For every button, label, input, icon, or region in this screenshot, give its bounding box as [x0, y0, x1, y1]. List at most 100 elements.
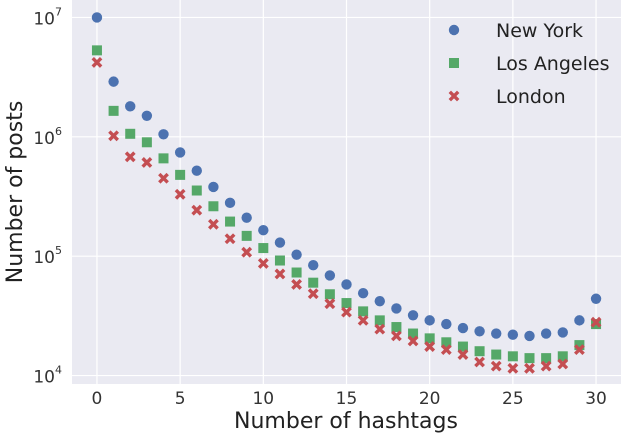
data-point — [108, 105, 119, 116]
data-point — [557, 327, 568, 338]
data-point — [374, 295, 385, 307]
data-point — [540, 328, 552, 339]
x-tick-label: 15 — [336, 389, 358, 409]
data-point — [590, 293, 602, 304]
data-point — [557, 351, 568, 362]
data-point — [274, 237, 286, 248]
legend-item: New York — [448, 20, 583, 42]
legend-marker — [448, 24, 460, 36]
data-point — [191, 185, 202, 196]
data-point — [574, 315, 585, 326]
data-points — [91, 12, 602, 374]
data-point — [291, 249, 302, 260]
data-point — [91, 12, 103, 23]
x-tick-label: 30 — [585, 389, 607, 409]
data-point — [357, 314, 369, 326]
data-point — [108, 76, 119, 87]
x-tick-label: 25 — [502, 389, 524, 409]
data-point — [291, 279, 302, 290]
data-point — [141, 157, 153, 168]
y-tick-label: 105 — [33, 244, 62, 268]
data-point — [91, 57, 103, 68]
legend-label: London — [496, 86, 566, 108]
data-point — [274, 268, 286, 280]
data-point — [257, 258, 269, 269]
data-point — [440, 344, 452, 356]
data-point — [457, 341, 468, 352]
series-london — [91, 57, 602, 374]
data-point — [274, 255, 285, 266]
data-point — [324, 270, 336, 281]
data-point — [307, 288, 319, 300]
y-tick-label: 104 — [33, 364, 62, 388]
data-point — [291, 267, 302, 278]
x-tick-label: 10 — [252, 389, 274, 409]
data-point — [208, 218, 219, 230]
legend: New York Los Angeles London — [448, 20, 609, 108]
x-tick-label: 0 — [92, 389, 103, 409]
data-point — [324, 289, 335, 300]
data-point — [225, 216, 236, 227]
data-point — [491, 328, 502, 339]
data-point — [125, 128, 136, 139]
data-point — [391, 330, 402, 342]
data-point — [457, 322, 469, 334]
data-point — [441, 337, 452, 348]
data-point — [224, 197, 236, 209]
series-new-york — [91, 12, 602, 342]
data-point — [191, 204, 203, 216]
legend-label: Los Angeles — [496, 53, 609, 75]
data-point — [241, 212, 252, 223]
data-point — [357, 287, 369, 299]
data-point — [457, 349, 469, 360]
x-tick-labels: 0 5 10 15 20 25 30 — [92, 389, 607, 409]
data-point — [174, 147, 186, 158]
data-point — [474, 356, 485, 368]
data-point — [374, 315, 385, 326]
legend-label: New York — [496, 20, 583, 42]
data-point — [507, 329, 519, 340]
data-point — [507, 362, 519, 374]
data-point — [208, 201, 219, 212]
x-tick-label: 5 — [175, 389, 186, 409]
data-point — [141, 110, 153, 121]
y-axis-label: Number of posts — [3, 101, 28, 284]
data-point — [341, 306, 352, 318]
x-tick-label: 20 — [419, 389, 441, 409]
data-point — [474, 326, 485, 337]
data-point — [491, 349, 502, 360]
series-los-angeles — [91, 45, 602, 364]
data-point — [391, 303, 402, 314]
data-point — [191, 165, 202, 176]
data-point — [424, 341, 436, 352]
data-point — [374, 323, 386, 335]
data-point — [524, 362, 535, 374]
data-point — [524, 330, 535, 342]
data-point — [541, 353, 552, 364]
data-point — [407, 310, 419, 321]
data-point — [341, 279, 352, 290]
data-point — [574, 344, 585, 356]
data-point — [391, 322, 402, 333]
data-point — [125, 101, 136, 112]
data-point — [424, 333, 435, 344]
data-point — [324, 298, 336, 310]
data-point — [258, 225, 269, 236]
data-point — [424, 315, 435, 326]
data-point — [474, 346, 485, 357]
data-point — [507, 351, 518, 362]
data-point — [441, 318, 452, 330]
legend-marker — [449, 58, 459, 68]
data-point — [91, 45, 102, 56]
data-point — [308, 277, 319, 288]
legend-item: Los Angeles — [449, 53, 609, 75]
data-point — [158, 172, 169, 184]
data-point — [158, 129, 169, 140]
data-point — [308, 260, 319, 271]
data-point — [557, 358, 569, 370]
y-tick-labels: 104 105 106 107 — [33, 5, 62, 387]
data-point — [108, 130, 119, 142]
data-point — [490, 360, 502, 372]
x-axis-label: Number of hashtags — [234, 409, 458, 434]
